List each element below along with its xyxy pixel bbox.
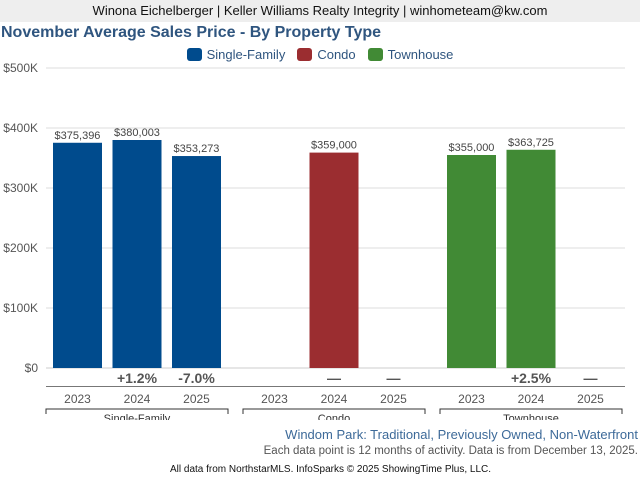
y-tick-label: $400K [3, 121, 38, 135]
y-tick-label: $200K [3, 241, 38, 255]
x-tick-label: 2023 [458, 392, 485, 406]
change-label: — [387, 370, 401, 386]
y-tick-label: $300K [3, 181, 38, 195]
legend-label: Single-Family [206, 46, 286, 62]
y-tick-label: $0 [25, 361, 39, 375]
data-label: $380,003 [114, 127, 160, 139]
legend-label: Condo [317, 46, 356, 62]
bar-condo-2024[interactable] [309, 152, 359, 368]
legend-swatch-condo [297, 47, 313, 61]
legend-swatch-single-family [186, 47, 202, 61]
change-label: — [327, 370, 341, 386]
group-bracket [242, 408, 426, 414]
change-label: -7.0% [178, 370, 215, 386]
data-label: $355,000 [449, 142, 495, 154]
x-tick-label: 2023 [261, 392, 288, 406]
data-credit: All data from NorthstarMLS. InfoSparks ©… [170, 464, 492, 475]
bar-single-family-2024[interactable] [112, 139, 162, 368]
bar-single-family-2025[interactable] [172, 156, 221, 368]
agent-header: Winona Eichelberger | Keller Williams Re… [0, 0, 640, 22]
y-tick-label: $500K [3, 61, 38, 75]
data-note: Each data point is 12 months of activity… [263, 445, 638, 457]
legend-item-single-family[interactable]: Single-Family [186, 46, 286, 62]
change-label: +2.5% [511, 370, 552, 386]
legend-swatch-townhouse [367, 47, 383, 61]
legend-item-townhouse[interactable]: Townhouse [367, 46, 454, 62]
chart-title: November Average Sales Price - By Proper… [1, 24, 382, 41]
change-label: — [584, 370, 598, 386]
x-tick-label: 2025 [577, 392, 604, 406]
y-tick-label: $100K [3, 301, 38, 315]
bar-townhouse-2023[interactable] [447, 155, 496, 368]
group-label: Single-Family [104, 413, 171, 420]
chart-subtitle: Windom Park: Traditional, Previously Own… [285, 427, 638, 442]
group-label: Townhouse [503, 413, 559, 420]
data-label: $363,725 [508, 137, 554, 149]
x-tick-label: 2025 [380, 392, 407, 406]
legend: Single-Family Condo Townhouse [0, 45, 640, 63]
x-tick-label: 2024 [124, 392, 151, 406]
data-label: $375,396 [55, 130, 101, 142]
bar-chart: $0 $100K $200K $300K $400K $500K $375,396 2023 $… [3, 61, 625, 420]
data-label: $353,273 [174, 143, 220, 155]
change-label: +1.2% [117, 370, 158, 386]
bar-townhouse-2024[interactable] [506, 149, 556, 368]
x-tick-label: 2024 [321, 392, 348, 406]
bar-single-family-2023[interactable] [53, 142, 102, 368]
x-tick-label: 2025 [183, 392, 210, 406]
x-tick-label: 2023 [64, 392, 91, 406]
data-label: $359,000 [311, 140, 357, 152]
group-label: Condo [318, 413, 350, 420]
group-bracket [45, 408, 229, 414]
x-tick-label: 2024 [518, 392, 545, 406]
group-bracket [439, 408, 623, 414]
legend-label: Townhouse [387, 46, 454, 62]
legend-item-condo[interactable]: Condo [297, 46, 356, 62]
